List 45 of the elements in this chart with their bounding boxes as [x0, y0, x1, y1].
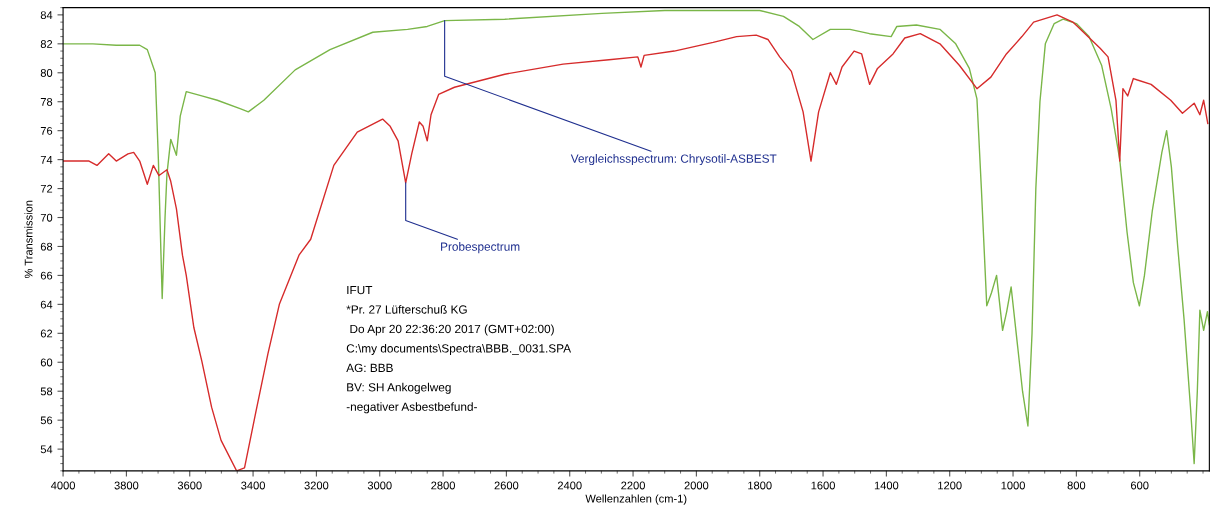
annotation: Vergleichsspectrum: Chrysotil-ASBEST — [570, 154, 777, 166]
x-tick-label: 1000 — [1001, 481, 1025, 490]
y-tick-label: 62 — [40, 329, 53, 338]
x-tick-label: 3000 — [367, 481, 392, 490]
annotation: *Pr. 27 Lüfterschuß KG — [346, 305, 467, 314]
y-axis-title: % Transmission — [24, 200, 33, 279]
x-tick-label: 2800 — [431, 481, 455, 490]
y-tick-label: 58 — [40, 387, 53, 396]
y-tick-label: 72 — [40, 184, 53, 193]
annotation: Probespectrum — [441, 242, 520, 254]
x-tick-label: 3600 — [177, 481, 202, 490]
x-tick-label: 2600 — [494, 481, 519, 490]
x-tick-label: 600 — [1130, 481, 1149, 490]
y-tick-label: 68 — [40, 242, 53, 251]
y-tick-label: 54 — [40, 445, 53, 454]
x-tick-label: 3400 — [241, 481, 265, 490]
y-tick-label: 84 — [40, 11, 53, 20]
y-tick-label: 76 — [40, 126, 53, 135]
x-tick-label: 1600 — [811, 481, 835, 490]
y-tick-label: 60 — [40, 358, 53, 367]
annotation: -negativer Asbestbefund- — [346, 402, 477, 414]
x-tick-label: 1200 — [938, 481, 962, 490]
x-tick-label: 3800 — [114, 481, 139, 490]
y-tick-label: 64 — [40, 300, 53, 309]
y-tick-label: 66 — [40, 271, 53, 280]
y-tick-label: 74 — [40, 156, 53, 164]
x-tick-label: 2000 — [684, 481, 709, 490]
x-axis-title: Wellenzahlen (cm-1) — [585, 494, 687, 505]
y-tick-label: 56 — [40, 416, 53, 425]
y-tick-label: 70 — [40, 213, 53, 222]
annotation: BV: SH Ankogelweg — [347, 382, 451, 394]
x-tick-label: 2400 — [557, 481, 582, 490]
y-tick-label: 80 — [40, 69, 53, 77]
annotation: AG: BBB — [346, 363, 393, 373]
x-tick-label: 1400 — [874, 481, 899, 490]
annotation: Do Apr 20 22:36:20 2017 (GMT+02:00) — [350, 324, 554, 336]
x-tick-label: 800 — [1067, 481, 1086, 490]
x-tick-label: 1800 — [748, 481, 772, 490]
x-tick-label: 3200 — [304, 481, 329, 490]
annotation: C:\my documents\Spectra\BBB._0031.SPA — [346, 343, 572, 355]
annotation: IFUT — [347, 285, 373, 295]
x-tick-label: 2200 — [621, 481, 645, 490]
x-tick-label: 4000 — [50, 481, 75, 490]
y-tick-label: 78 — [40, 97, 53, 106]
y-tick-label: 82 — [40, 40, 53, 48]
